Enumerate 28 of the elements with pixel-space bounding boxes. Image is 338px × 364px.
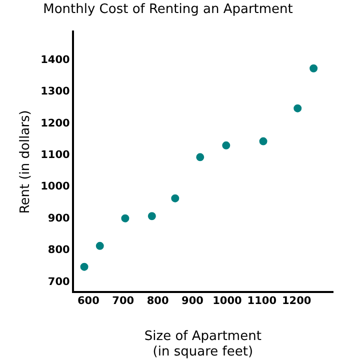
point	[96, 242, 104, 250]
y-tick-label: 700	[48, 276, 70, 288]
y-tick-label: 900	[48, 212, 70, 224]
point	[148, 212, 156, 220]
y-tick-label: 1000	[40, 180, 70, 193]
x-tick-label: 700	[112, 295, 134, 308]
x-tick-label: 1000	[212, 295, 242, 308]
point	[80, 262, 88, 271]
point	[310, 64, 318, 72]
y-tick-label: 800	[48, 244, 70, 256]
y-tick-label: 1300	[40, 86, 70, 98]
point	[222, 141, 230, 150]
y-tick-label: 1400	[40, 54, 70, 66]
point	[259, 137, 268, 146]
point	[294, 104, 302, 112]
point	[196, 153, 204, 162]
chart-title: Monthly Cost of Renting an Apartment	[43, 2, 293, 18]
x-tick-label: 1200	[282, 295, 312, 308]
x-tick-label: 900	[182, 295, 204, 308]
y-tick-label: 1100	[40, 148, 70, 161]
x-tick-label: 800	[146, 295, 169, 308]
x-tick-label: 1100	[247, 295, 276, 308]
point	[121, 214, 130, 222]
y-tick-label: 1200	[40, 117, 70, 130]
x-tick-label: 600	[77, 295, 100, 308]
y-axis-title: Rent (in dollars)	[18, 110, 34, 214]
point	[171, 194, 180, 202]
x-axis-title: Size of Apartment (in square feet)	[144, 328, 262, 360]
